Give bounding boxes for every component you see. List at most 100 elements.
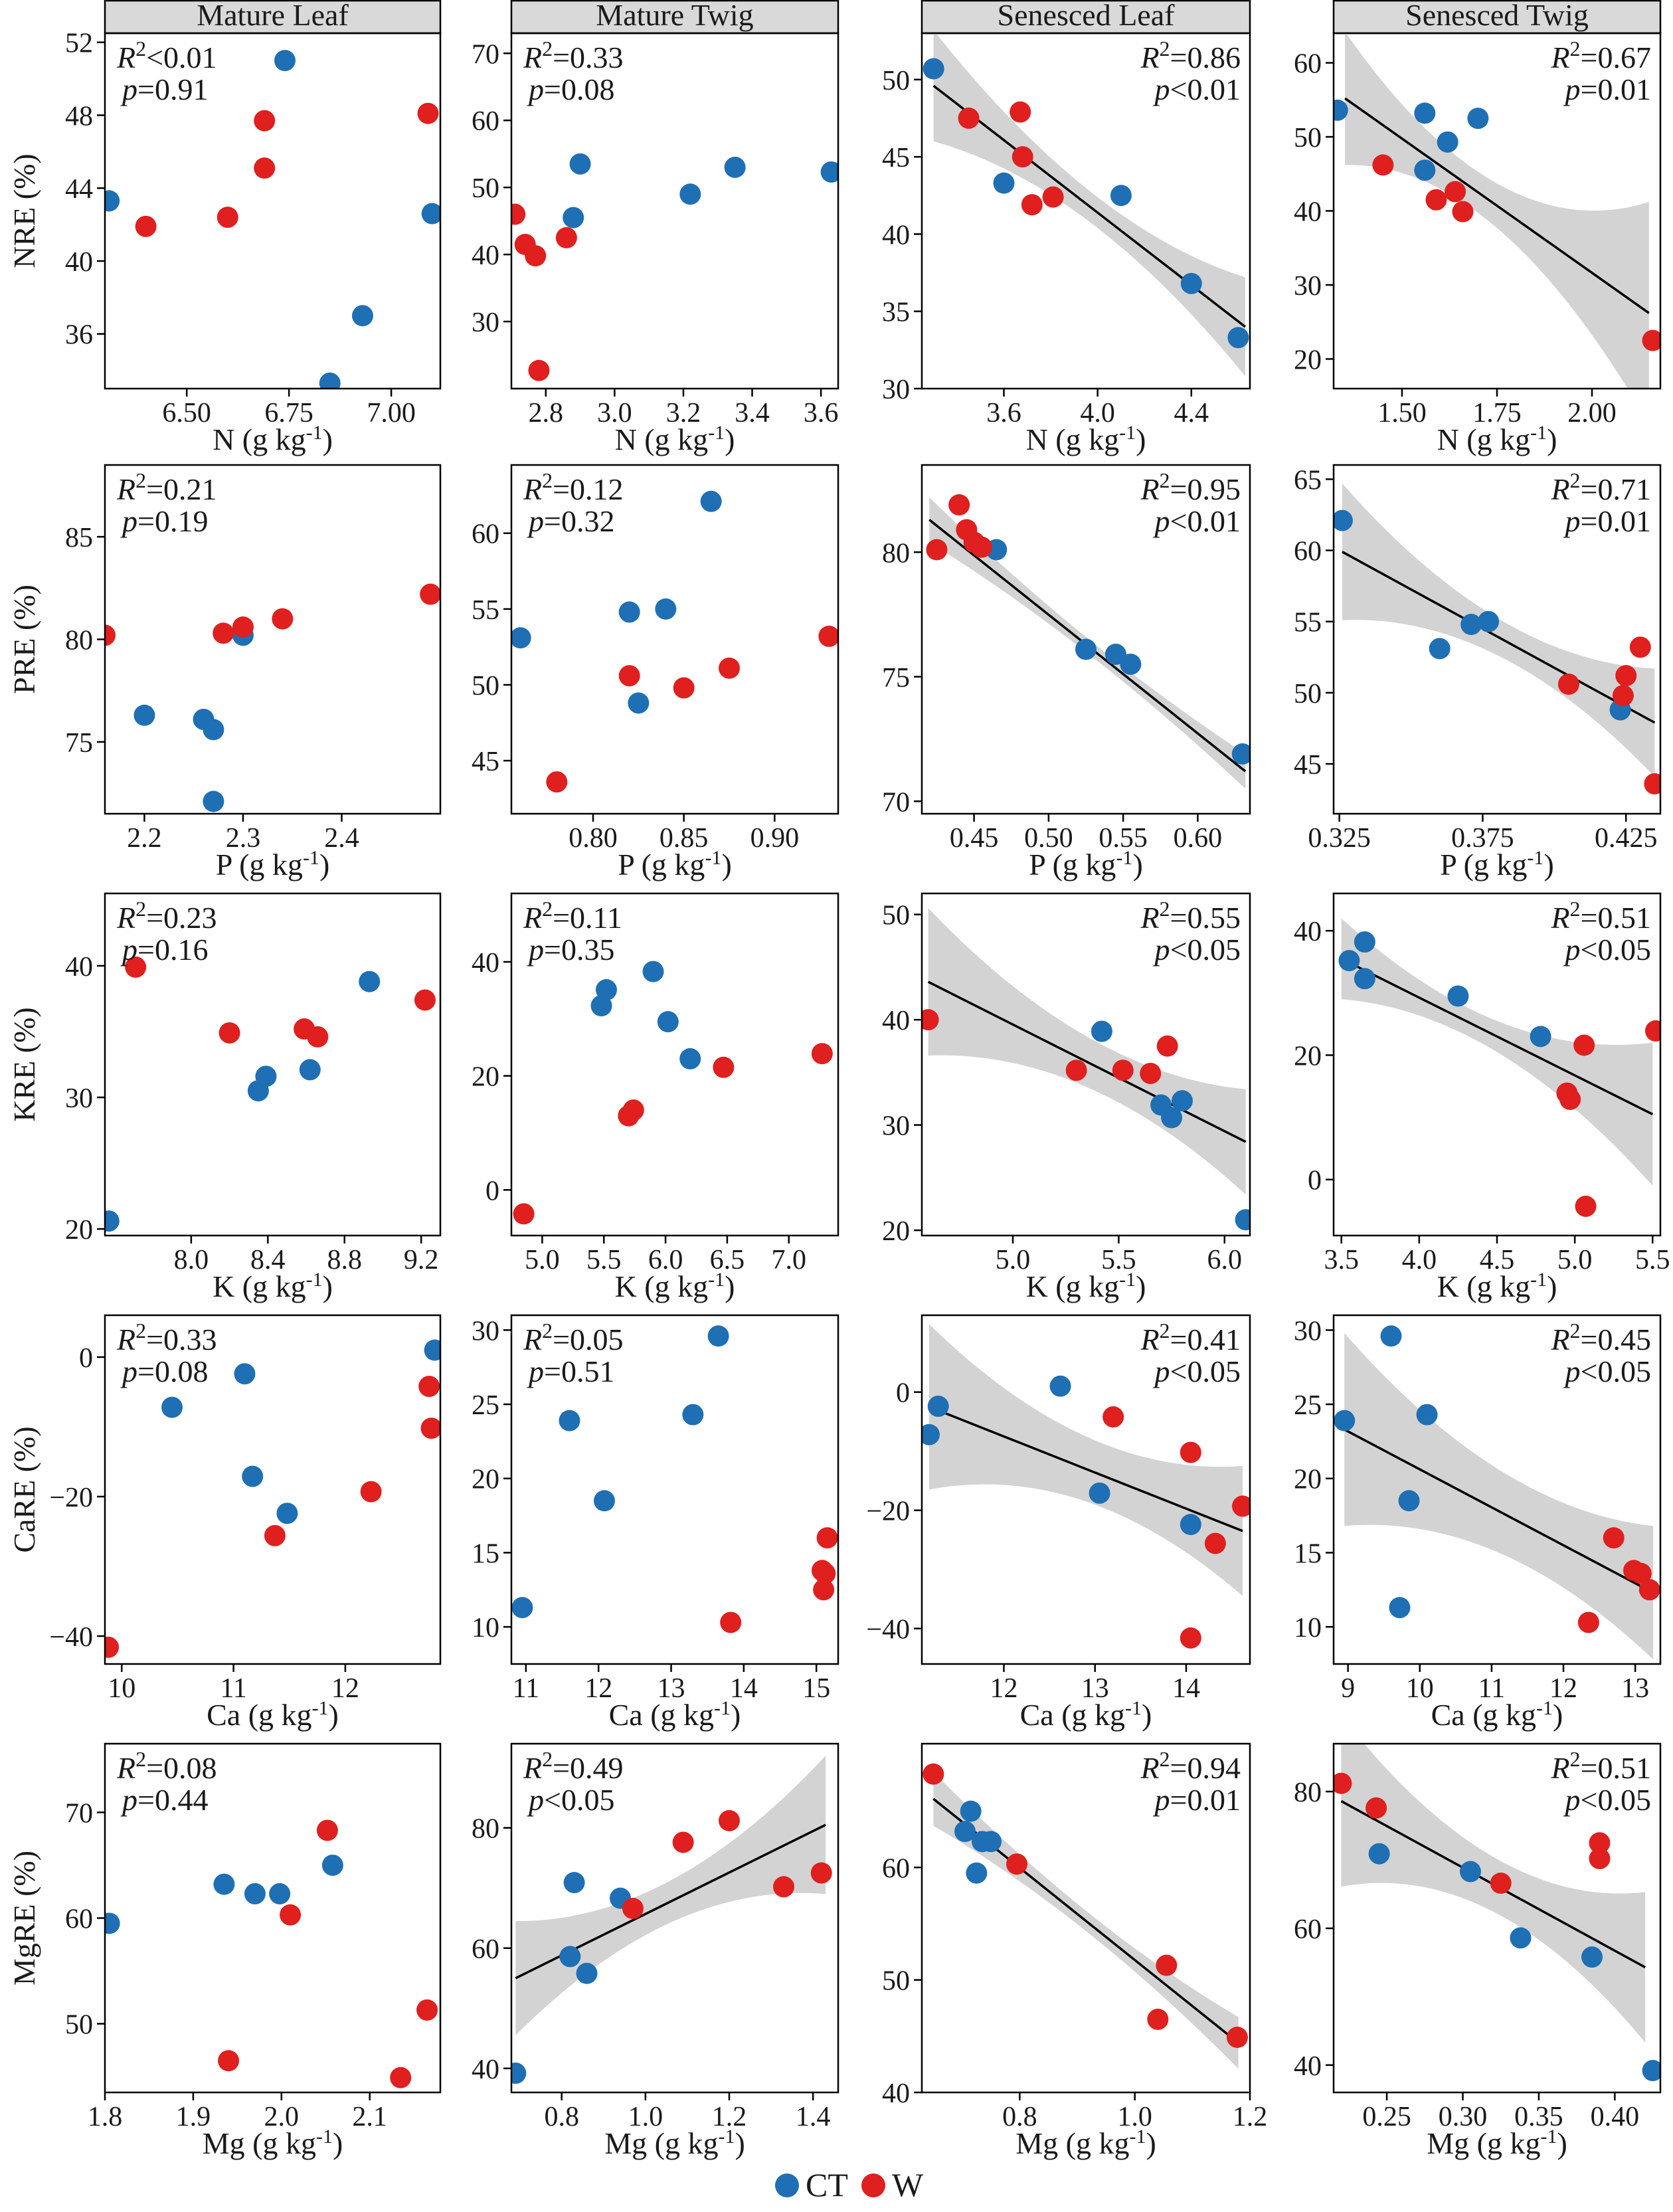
r-squared-annotation: R2=0.95 — [1140, 468, 1241, 506]
x-axis-label: P (g kg-1) — [1440, 847, 1554, 882]
point-w — [1180, 1627, 1201, 1649]
regression-line — [1344, 97, 1650, 314]
p-value-annotation: p<0.05 — [1563, 1783, 1651, 1817]
y-axis-label: PRE (%) — [7, 585, 41, 694]
p-value-annotation: p=0.08 — [120, 1354, 208, 1388]
point-w — [219, 1022, 240, 1044]
point-ct — [274, 50, 296, 72]
y-tick-label: 40 — [1294, 917, 1322, 947]
panel-frame — [921, 32, 1251, 390]
p-value-annotation: p=0.19 — [120, 504, 208, 538]
panel-frame — [921, 464, 1251, 815]
y-tick-label: 55 — [1294, 608, 1322, 638]
plot-area — [105, 1339, 440, 1658]
p-value-annotation: p<0.05 — [1153, 1354, 1241, 1388]
point-ct — [1354, 968, 1375, 990]
point-w — [1615, 665, 1637, 687]
y-axis-label: CaRE (%) — [7, 1426, 41, 1552]
point-w — [420, 583, 440, 605]
y-tick-label: 0 — [485, 1176, 499, 1206]
x-tick-label: 2.4 — [324, 823, 359, 854]
plot-area — [105, 50, 440, 389]
x-tick-label: 14 — [1172, 1673, 1200, 1704]
point-ct — [1120, 654, 1142, 675]
panel-frame — [921, 892, 1251, 1237]
y-tick-label: 40 — [472, 240, 499, 271]
point-ct — [1231, 743, 1250, 765]
panel-frame — [104, 892, 442, 1237]
y-tick-label: 30 — [472, 308, 499, 338]
point-ct — [628, 692, 650, 714]
point-ct — [1437, 131, 1458, 153]
r-squared-annotation: R2=0.71 — [1550, 468, 1651, 506]
column-title-strip — [921, 0, 1251, 35]
p-value-annotation: p=0.01 — [1153, 1783, 1241, 1817]
x-tick-label: 1.75 — [1472, 398, 1522, 428]
point-ct — [820, 161, 838, 183]
x-tick-label: 5.5 — [586, 1245, 622, 1275]
panel-4: Senesced Twig 20 30 40 50 60 1.50 1.75 2.00 N (g … — [1294, 0, 1662, 456]
point-ct — [927, 1396, 949, 1418]
p-value-annotation: p=0.01 — [1563, 504, 1651, 538]
x-tick-label: 0.375 — [1451, 823, 1514, 854]
x-tick-label: 2.2 — [127, 823, 162, 854]
y-tick-label: 75 — [65, 728, 93, 759]
plot-area — [513, 961, 833, 1225]
y-tick-label: 50 — [472, 173, 499, 204]
p-value-annotation: p=0.01 — [1563, 72, 1651, 106]
point-ct — [1510, 1927, 1532, 1949]
x-tick-label: 0.50 — [1024, 823, 1073, 854]
x-axis-label: Ca (g kg-1) — [1431, 1697, 1563, 1732]
y-tick-label: 40 — [65, 247, 93, 278]
y-tick-label: 30 — [1294, 271, 1322, 302]
y-tick-label: 60 — [472, 1934, 499, 1965]
x-tick-label: 11 — [220, 1673, 246, 1704]
x-tick-label: 3.2 — [666, 398, 701, 428]
point-ct — [234, 1363, 256, 1385]
point-ct — [105, 1912, 120, 1934]
y-axis-label: KRE (%) — [7, 1007, 41, 1121]
plot-area — [105, 1819, 438, 2088]
plot-area — [511, 153, 838, 381]
x-tick-label: 4.0 — [1402, 1245, 1437, 1275]
point-w — [232, 616, 254, 638]
y-tick-label: 45 — [882, 143, 910, 173]
plot-area — [922, 1324, 1250, 1649]
x-tick-label: 13 — [1081, 1673, 1109, 1704]
y-tick-label: 70 — [65, 1798, 93, 1829]
x-axis-label: K (g kg-1) — [1026, 1269, 1146, 1304]
point-w — [720, 1612, 742, 1633]
p-value-annotation: p<0.01 — [1153, 504, 1241, 538]
x-tick-label: 10 — [108, 1673, 135, 1704]
p-value-annotation: p=0.16 — [120, 933, 208, 967]
x-tick-label: 6.50 — [162, 398, 211, 428]
point-ct — [511, 1597, 533, 1619]
plot-area — [105, 956, 436, 1232]
point-ct — [299, 1059, 321, 1081]
point-w — [1629, 636, 1651, 658]
column-title-strip — [104, 0, 442, 35]
plot-area — [1334, 1744, 1660, 2082]
panel-6: 45 50 55 60 0.80 0.85 0.90 P (g kg-1) R2=0.12p=0… — [472, 464, 839, 881]
point-ct — [1227, 327, 1249, 349]
x-tick-label: 8.8 — [327, 1245, 362, 1275]
point-ct — [576, 1962, 598, 1984]
panel-1: Mature Leaf 36 40 44 48 52 6.50 6.75 7.00 N (g kg… — [7, 0, 442, 456]
panel-11: 20 30 40 50 5.0 5.5 6.0 K (g kg-1) R2=0.55p<0.05 — [882, 892, 1251, 1304]
point-w — [307, 1026, 329, 1048]
panel-frame — [510, 892, 839, 1237]
point-w — [1452, 201, 1474, 223]
x-axis-label: K (g kg-1) — [1437, 1269, 1557, 1304]
y-tick-label: 50 — [882, 66, 910, 96]
point-w — [316, 1819, 338, 1841]
point-ct — [1380, 1325, 1402, 1347]
panel-14: 10 15 20 25 30 11 12 13 14 15 Ca (g kg-1) R2=0.05p=… — [472, 1314, 839, 1732]
regression-line — [1344, 1428, 1654, 1594]
point-ct — [993, 172, 1015, 194]
p-value-annotation: p<0.05 — [1563, 933, 1651, 967]
x-tick-label: 1.0 — [628, 2102, 663, 2132]
point-ct — [1235, 1209, 1250, 1231]
point-w — [673, 677, 695, 699]
p-value-annotation: p=0.51 — [527, 1354, 614, 1388]
